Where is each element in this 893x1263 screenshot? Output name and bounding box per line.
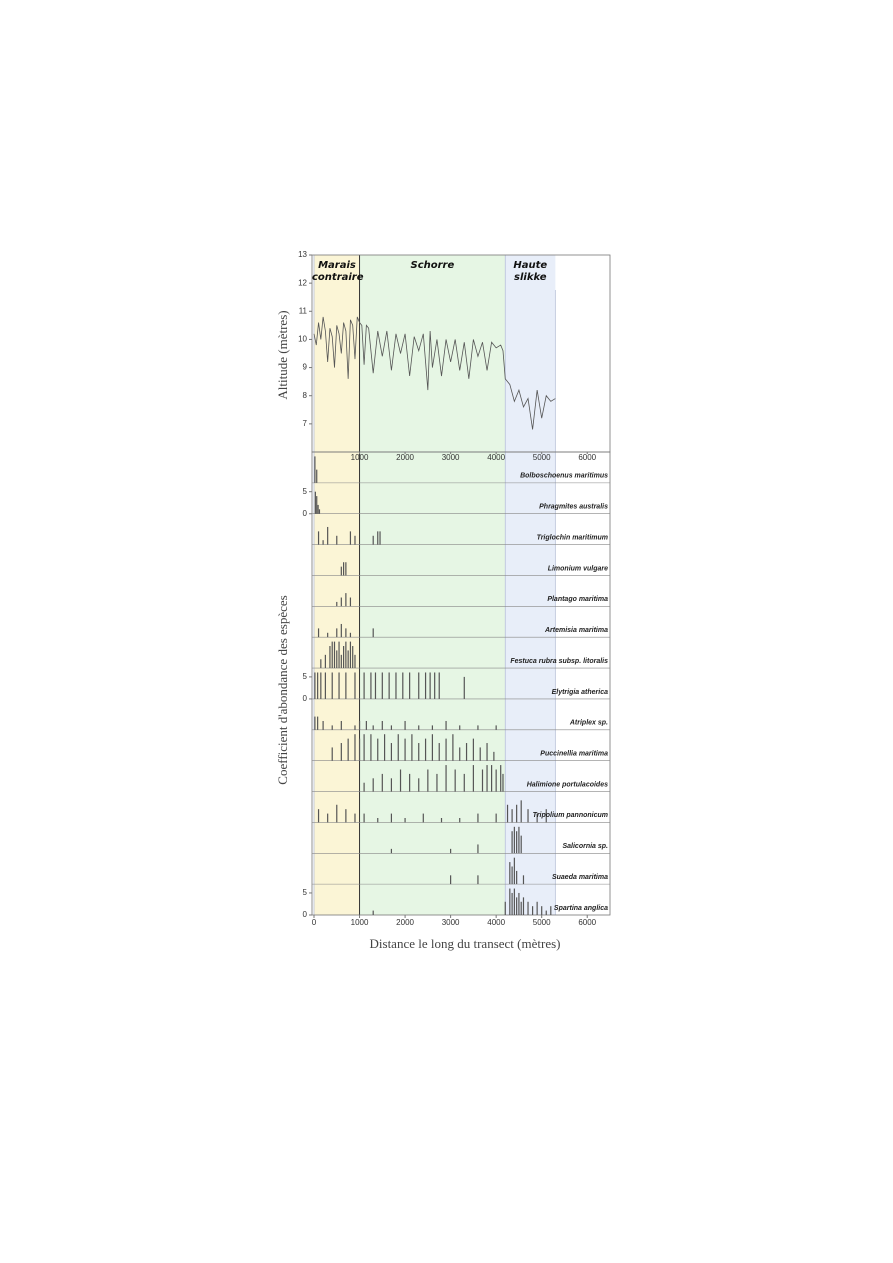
zone-label: Haute slikke: [513, 260, 548, 283]
x-tick-label: 6000: [578, 918, 596, 927]
y-tick-label: 0: [303, 910, 308, 919]
species-label: Spartina anglica: [554, 905, 608, 912]
species-label: Plantago maritima: [547, 596, 608, 603]
zone-band: [505, 255, 556, 915]
species-label: Suaeda maritima: [552, 874, 608, 881]
species-label: Atriplex sp.: [569, 720, 608, 727]
y-tick-label: 8: [303, 391, 308, 400]
x-tick-label: 4000: [487, 918, 505, 927]
species-label: Artemisia maritima: [544, 627, 608, 634]
y-tick-label: 13: [298, 250, 307, 259]
x-tick-label: 2000: [396, 918, 414, 927]
species-label: Halimione portulacoides: [527, 781, 608, 788]
x-axis-title: Distance le long du transect (mètres): [370, 936, 561, 951]
y-tick-label: 0: [303, 694, 308, 703]
zone-label: Schorre: [410, 260, 455, 271]
altitude-line: [313, 316, 556, 430]
y-tick-label: 5: [303, 487, 308, 496]
x-tick-label: 0: [312, 918, 317, 927]
y-tick-label: 7: [303, 419, 308, 428]
y-axis-title: Coefficient d'abondance des espèces: [275, 595, 290, 784]
x-tick-label: 5000: [533, 918, 551, 927]
species-label: Triglochin maritimum: [537, 534, 608, 541]
y-tick-label: 9: [303, 363, 308, 372]
species-label: Elytrigia atherica: [552, 689, 609, 696]
x-tick-label: 3000: [442, 453, 460, 462]
species-label: Tripolium pannonicum: [533, 812, 608, 819]
species-label: Festuca rubra subsp. litoralis: [510, 658, 608, 665]
x-tick-label: 6000: [578, 453, 596, 462]
x-tick-label: 5000: [533, 453, 551, 462]
x-tick-label: 1000: [351, 453, 369, 462]
zone-label: Marais contraire: [312, 260, 364, 283]
y-tick-label: 5: [303, 672, 308, 681]
x-tick-label: 3000: [442, 918, 460, 927]
x-tick-label: 4000: [487, 453, 505, 462]
panel-frame: [311, 451, 611, 916]
zone-band: [359, 255, 506, 915]
y-tick-label: 12: [298, 278, 307, 287]
y-axis-title: Altitude (mètres): [275, 310, 290, 399]
species-label: Puccinellia maritima: [540, 751, 608, 758]
y-tick-label: 0: [303, 509, 308, 518]
x-tick-label: 2000: [396, 453, 414, 462]
x-tick-label: 1000: [351, 918, 369, 927]
species-label: Phragmites australis: [539, 504, 608, 511]
species-label: Salicornia sp.: [562, 843, 608, 850]
y-tick-label: 5: [303, 888, 308, 897]
y-tick-label: 10: [298, 335, 307, 344]
y-tick-label: 11: [299, 306, 308, 315]
species-label: Limonium vulgare: [548, 565, 608, 572]
species-label: Bolboschoenus maritimus: [520, 473, 608, 480]
